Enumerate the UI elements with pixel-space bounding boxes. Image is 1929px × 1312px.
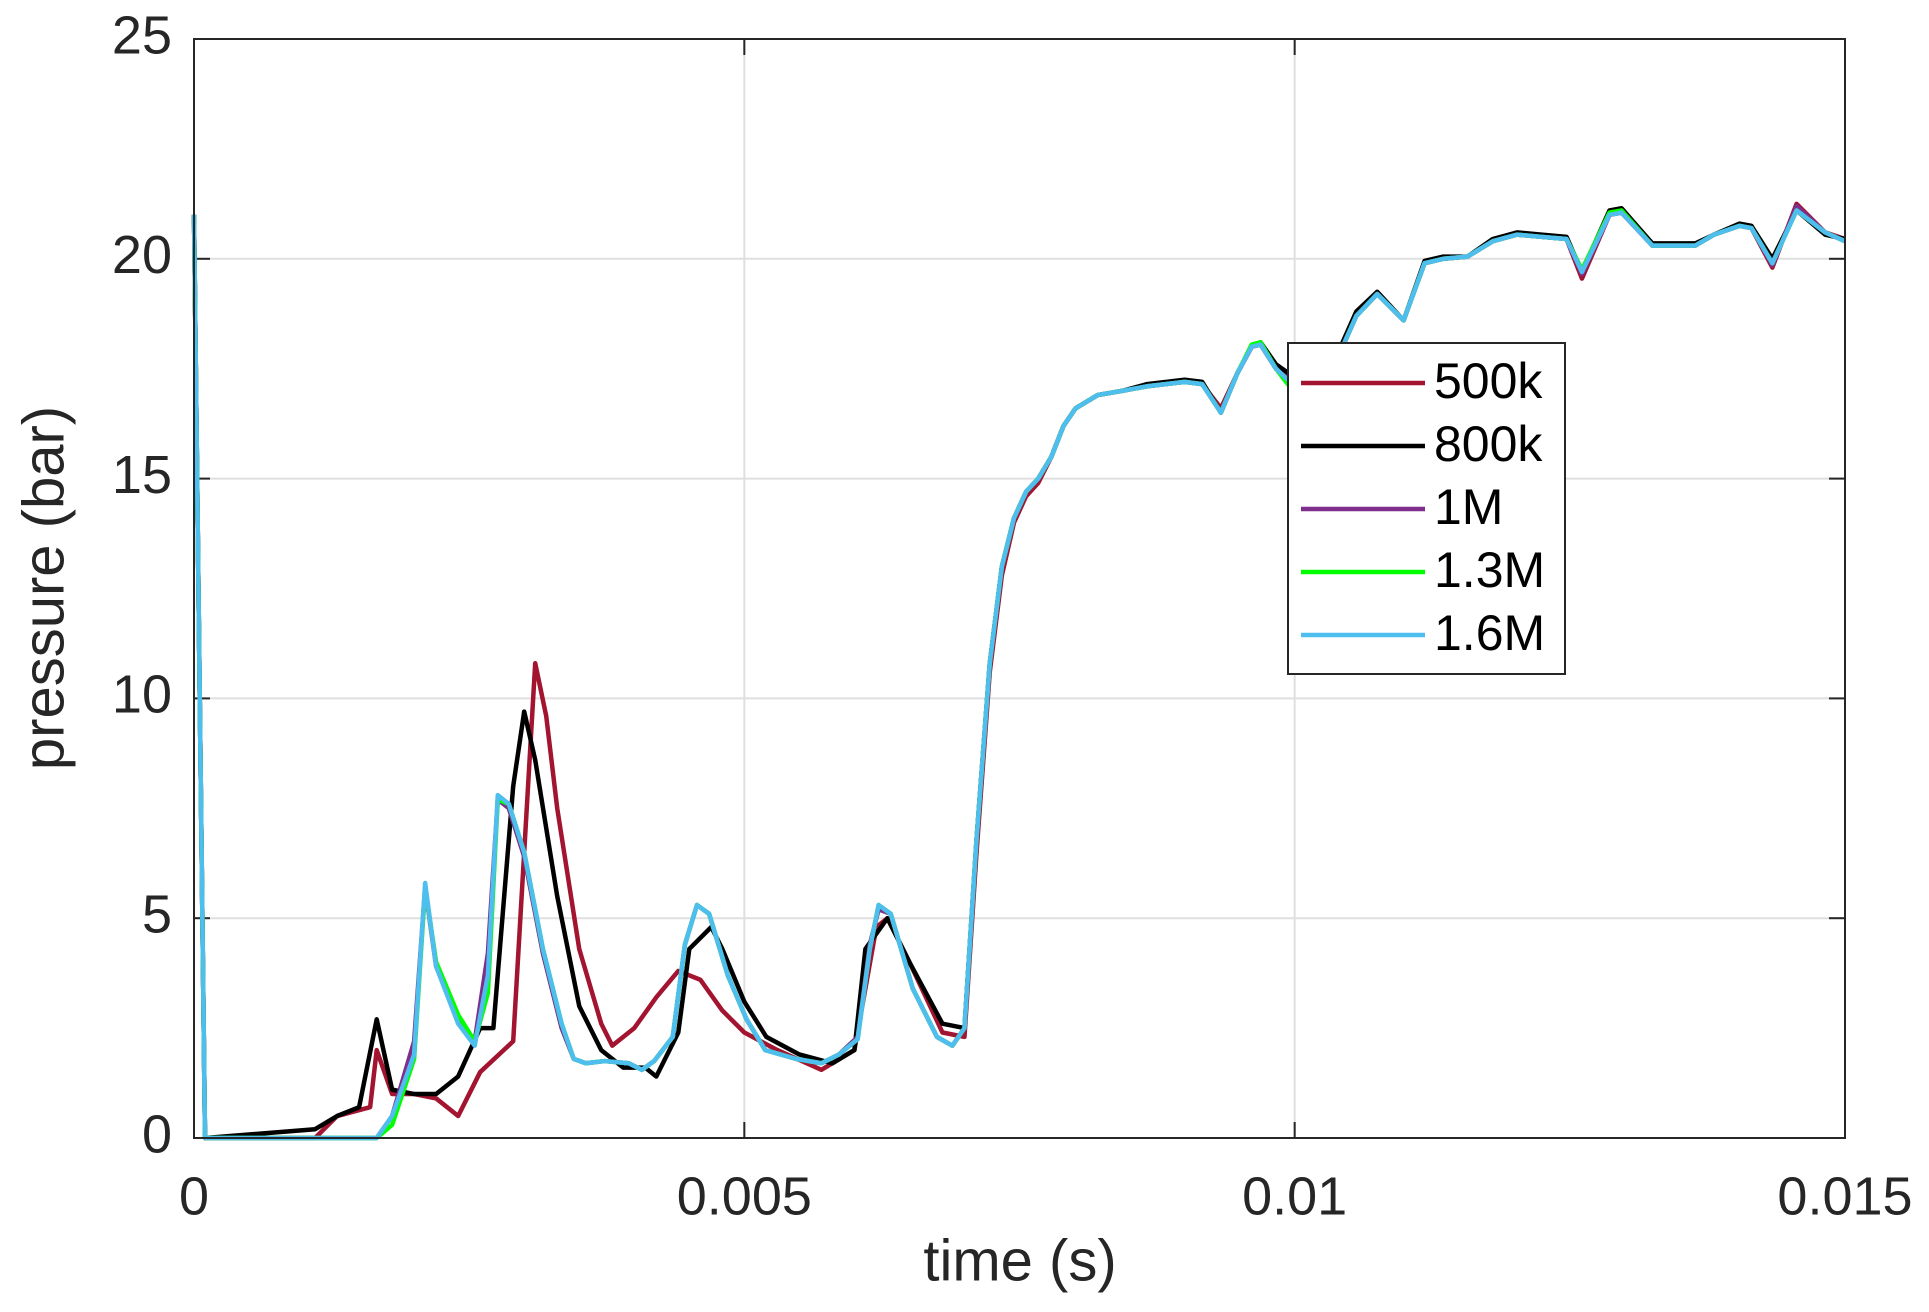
y-tick-label: 0 [142,1104,172,1164]
legend-label: 1.3M [1434,542,1545,598]
legend-label: 800k [1434,416,1543,472]
legend-label: 1M [1434,479,1503,535]
x-tick-label: 0.005 [677,1166,812,1226]
plot-area [194,39,1845,1138]
legend-label: 500k [1434,353,1543,409]
y-tick-label: 20 [112,225,172,285]
y-axis-label: pressure (bar) [11,406,76,770]
x-tick-label: 0.01 [1242,1166,1347,1226]
axes-box [193,38,1846,1139]
series-line [191,208,1846,1141]
y-tick-label: 25 [112,5,172,65]
x-tick-label: 0.015 [1777,1166,1912,1226]
y-tick-label: 15 [112,445,172,505]
y-tick-label: 10 [112,665,172,725]
y-tick-label: 5 [142,884,172,944]
legend-label: 1.6M [1434,605,1545,661]
x-tick-label: 0 [179,1166,209,1226]
x-axis-label: time (s) [923,1228,1116,1293]
